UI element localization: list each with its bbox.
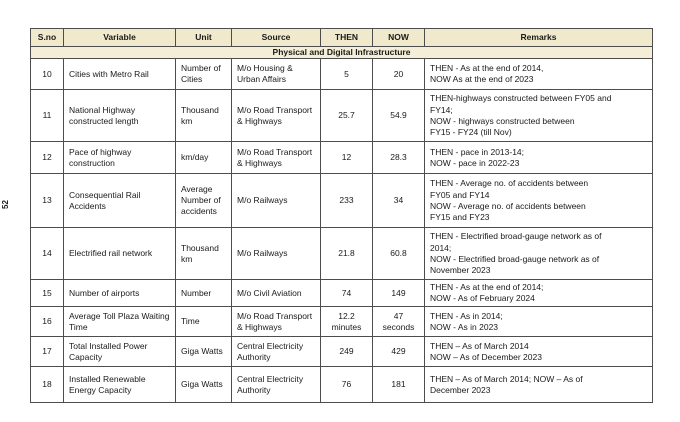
cell-sno: 14 xyxy=(30,227,64,281)
column-header-remarks: Remarks xyxy=(424,28,653,47)
cell-variable: Total Installed Power Capacity xyxy=(63,336,176,368)
cell-unit: Time xyxy=(175,306,232,338)
cell-now: 54.9 xyxy=(372,89,425,143)
header-row: S.no Variable Unit Source THEN NOW Remar… xyxy=(30,28,653,47)
cell-variable: Number of airports xyxy=(63,279,176,308)
cell-now: 34 xyxy=(372,173,425,229)
cell-source: Central Electricity Authority xyxy=(231,366,321,404)
cell-source: M/o Civil Aviation xyxy=(231,279,321,308)
cell-source: M/o Housing & Urban Affairs xyxy=(231,58,321,91)
cell-unit: Average Number of accidents xyxy=(175,173,232,229)
cell-now: 60.8 xyxy=(372,227,425,281)
cell-unit: km/day xyxy=(175,141,232,175)
cell-now: 429 xyxy=(372,336,425,368)
cell-sno: 17 xyxy=(30,336,64,368)
cell-unit: Thousand km xyxy=(175,89,232,143)
table-row: 12 Pace of highway construction km/day M… xyxy=(30,141,653,175)
cell-sno: 13 xyxy=(30,173,64,229)
cell-source: M/o Road Transport & Highways xyxy=(231,306,321,338)
cell-then: 76 xyxy=(320,366,373,404)
cell-unit: Thousand km xyxy=(175,227,232,281)
cell-variable: National Highway constructed length xyxy=(63,89,176,143)
cell-source: M/o Railways xyxy=(231,173,321,229)
cell-remarks: THEN - Electrified broad-gauge network a… xyxy=(424,227,653,281)
cell-remarks: THEN - pace in 2013-14; NOW - pace in 20… xyxy=(424,141,653,175)
cell-now: 20 xyxy=(372,58,425,91)
section-header-row: Physical and Digital Infrastructure xyxy=(30,45,653,60)
section-title: Physical and Digital Infrastructure xyxy=(30,45,653,60)
column-header-variable: Variable xyxy=(63,28,176,47)
cell-remarks: THEN - As at the end of 2014, NOW As at … xyxy=(424,58,653,91)
cell-then: 249 xyxy=(320,336,373,368)
cell-then: 21.8 xyxy=(320,227,373,281)
cell-source: M/o Railways xyxy=(231,227,321,281)
cell-variable: Average Toll Plaza Waiting Time xyxy=(63,306,176,338)
column-header-then: THEN xyxy=(320,28,373,47)
column-header-source: Source xyxy=(231,28,321,47)
table-row: 18 Installed Renewable Energy Capacity G… xyxy=(30,366,653,404)
cell-remarks: THEN – As of March 2014; NOW – As of Dec… xyxy=(424,366,653,404)
cell-sno: 18 xyxy=(30,366,64,404)
cell-now: 28.3 xyxy=(372,141,425,175)
cell-variable: Electrified rail network xyxy=(63,227,176,281)
cell-remarks: THEN – As of March 2014 NOW – As of Dece… xyxy=(424,336,653,368)
cell-unit: Number xyxy=(175,279,232,308)
cell-sno: 16 xyxy=(30,306,64,338)
table-row: 16 Average Toll Plaza Waiting Time Time … xyxy=(30,306,653,338)
cell-variable: Installed Renewable Energy Capacity xyxy=(63,366,176,404)
cell-remarks: THEN - As in 2014; NOW - As in 2023 xyxy=(424,306,653,338)
table-row: 13 Consequential Rail Accidents Average … xyxy=(30,173,653,229)
cell-remarks: THEN-highways constructed between FY05 a… xyxy=(424,89,653,143)
cell-sno: 10 xyxy=(30,58,64,91)
cell-then: 12.2 minutes xyxy=(320,306,373,338)
cell-sno: 12 xyxy=(30,141,64,175)
cell-unit: Giga Watts xyxy=(175,336,232,368)
column-header-now: NOW xyxy=(372,28,425,47)
page-number: 52 xyxy=(0,200,10,209)
cell-then: 233 xyxy=(320,173,373,229)
table-row: 15 Number of airports Number M/o Civil A… xyxy=(30,279,653,308)
table-row: 17 Total Installed Power Capacity Giga W… xyxy=(30,336,653,368)
table-row: 11 National Highway constructed length T… xyxy=(30,89,653,143)
cell-sno: 15 xyxy=(30,279,64,308)
cell-unit: Number of Cities xyxy=(175,58,232,91)
cell-remarks: THEN - As at the end of 2014; NOW - As o… xyxy=(424,279,653,308)
cell-now: 149 xyxy=(372,279,425,308)
cell-then: 74 xyxy=(320,279,373,308)
column-header-unit: Unit xyxy=(175,28,232,47)
table-row: 10 Cities with Metro Rail Number of Citi… xyxy=(30,58,653,91)
cell-sno: 11 xyxy=(30,89,64,143)
cell-variable: Cities with Metro Rail xyxy=(63,58,176,91)
cell-now: 181 xyxy=(372,366,425,404)
column-header-sno: S.no xyxy=(30,28,64,47)
cell-remarks: THEN - Average no. of accidents between … xyxy=(424,173,653,229)
infrastructure-table: S.no Variable Unit Source THEN NOW Remar… xyxy=(30,28,653,404)
table-row: 14 Electrified rail network Thousand km … xyxy=(30,227,653,281)
cell-then: 25.7 xyxy=(320,89,373,143)
cell-source: M/o Road Transport & Highways xyxy=(231,141,321,175)
cell-now: 47 seconds xyxy=(372,306,425,338)
cell-variable: Consequential Rail Accidents xyxy=(63,173,176,229)
cell-then: 5 xyxy=(320,58,373,91)
cell-unit: Giga Watts xyxy=(175,366,232,404)
cell-source: M/o Road Transport & Highways xyxy=(231,89,321,143)
cell-variable: Pace of highway construction xyxy=(63,141,176,175)
cell-then: 12 xyxy=(320,141,373,175)
cell-source: Central Electricity Authority xyxy=(231,336,321,368)
